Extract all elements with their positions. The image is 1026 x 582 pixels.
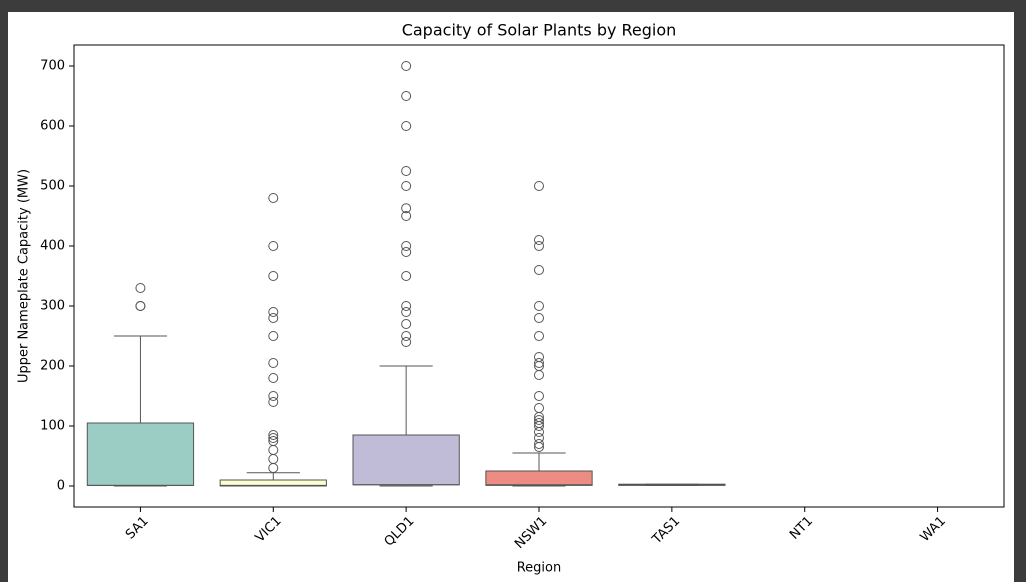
y-tick-label: 300 [40, 299, 65, 314]
outlier [534, 181, 544, 191]
box [219, 479, 327, 487]
outlier [534, 235, 544, 245]
outlier [135, 301, 146, 311]
outlier [534, 439, 544, 449]
outlier [401, 61, 412, 71]
outlier [268, 241, 279, 251]
outlier [401, 121, 412, 131]
outlier [534, 265, 544, 275]
outlier [534, 418, 544, 428]
y-axis-label: Upper Nameplate Capacity (MW) [17, 169, 32, 383]
outlier [268, 313, 279, 323]
outlier [401, 247, 412, 257]
outlier [534, 433, 544, 443]
y-tick-label: 400 [40, 239, 65, 254]
outlier [401, 241, 412, 251]
outlier [268, 331, 279, 341]
outlier [534, 313, 544, 323]
box [352, 434, 460, 486]
outlier [534, 415, 544, 425]
outlier [401, 337, 412, 347]
outlier [268, 193, 279, 203]
outlier [268, 391, 279, 401]
x-axis-label: Region [517, 561, 562, 576]
outlier [401, 319, 412, 329]
outlier [401, 331, 412, 341]
outlier [268, 271, 279, 281]
outlier [268, 430, 279, 440]
outlier [268, 307, 279, 317]
outlier [401, 166, 412, 176]
outlier [401, 181, 412, 191]
outlier [401, 271, 412, 281]
outlier [534, 358, 544, 368]
outlier [135, 283, 146, 293]
outlier [401, 91, 412, 101]
outlier [268, 358, 279, 368]
outlier [534, 352, 544, 362]
y-tick-label: 100 [40, 419, 65, 434]
box [86, 422, 195, 486]
outlier [401, 307, 412, 317]
outlier [534, 331, 544, 341]
outlier [268, 373, 279, 383]
y-tick-label: 700 [40, 59, 65, 74]
outlier [534, 391, 544, 401]
outlier [401, 301, 412, 311]
outlier [534, 403, 544, 413]
y-tick-label: 600 [40, 119, 65, 134]
outlier [268, 397, 279, 407]
figure-background [8, 12, 1014, 582]
y-tick-label: 200 [40, 359, 65, 374]
outlier [534, 301, 544, 311]
box [485, 470, 593, 486]
outlier [268, 436, 279, 446]
outlier [534, 241, 544, 251]
outlier [401, 203, 412, 214]
outlier [401, 211, 412, 221]
y-tick-label: 0 [57, 479, 65, 494]
chart-title: Capacity of Solar Plants by Region [402, 21, 677, 40]
outlier [268, 433, 279, 443]
y-tick-label: 500 [40, 179, 65, 194]
